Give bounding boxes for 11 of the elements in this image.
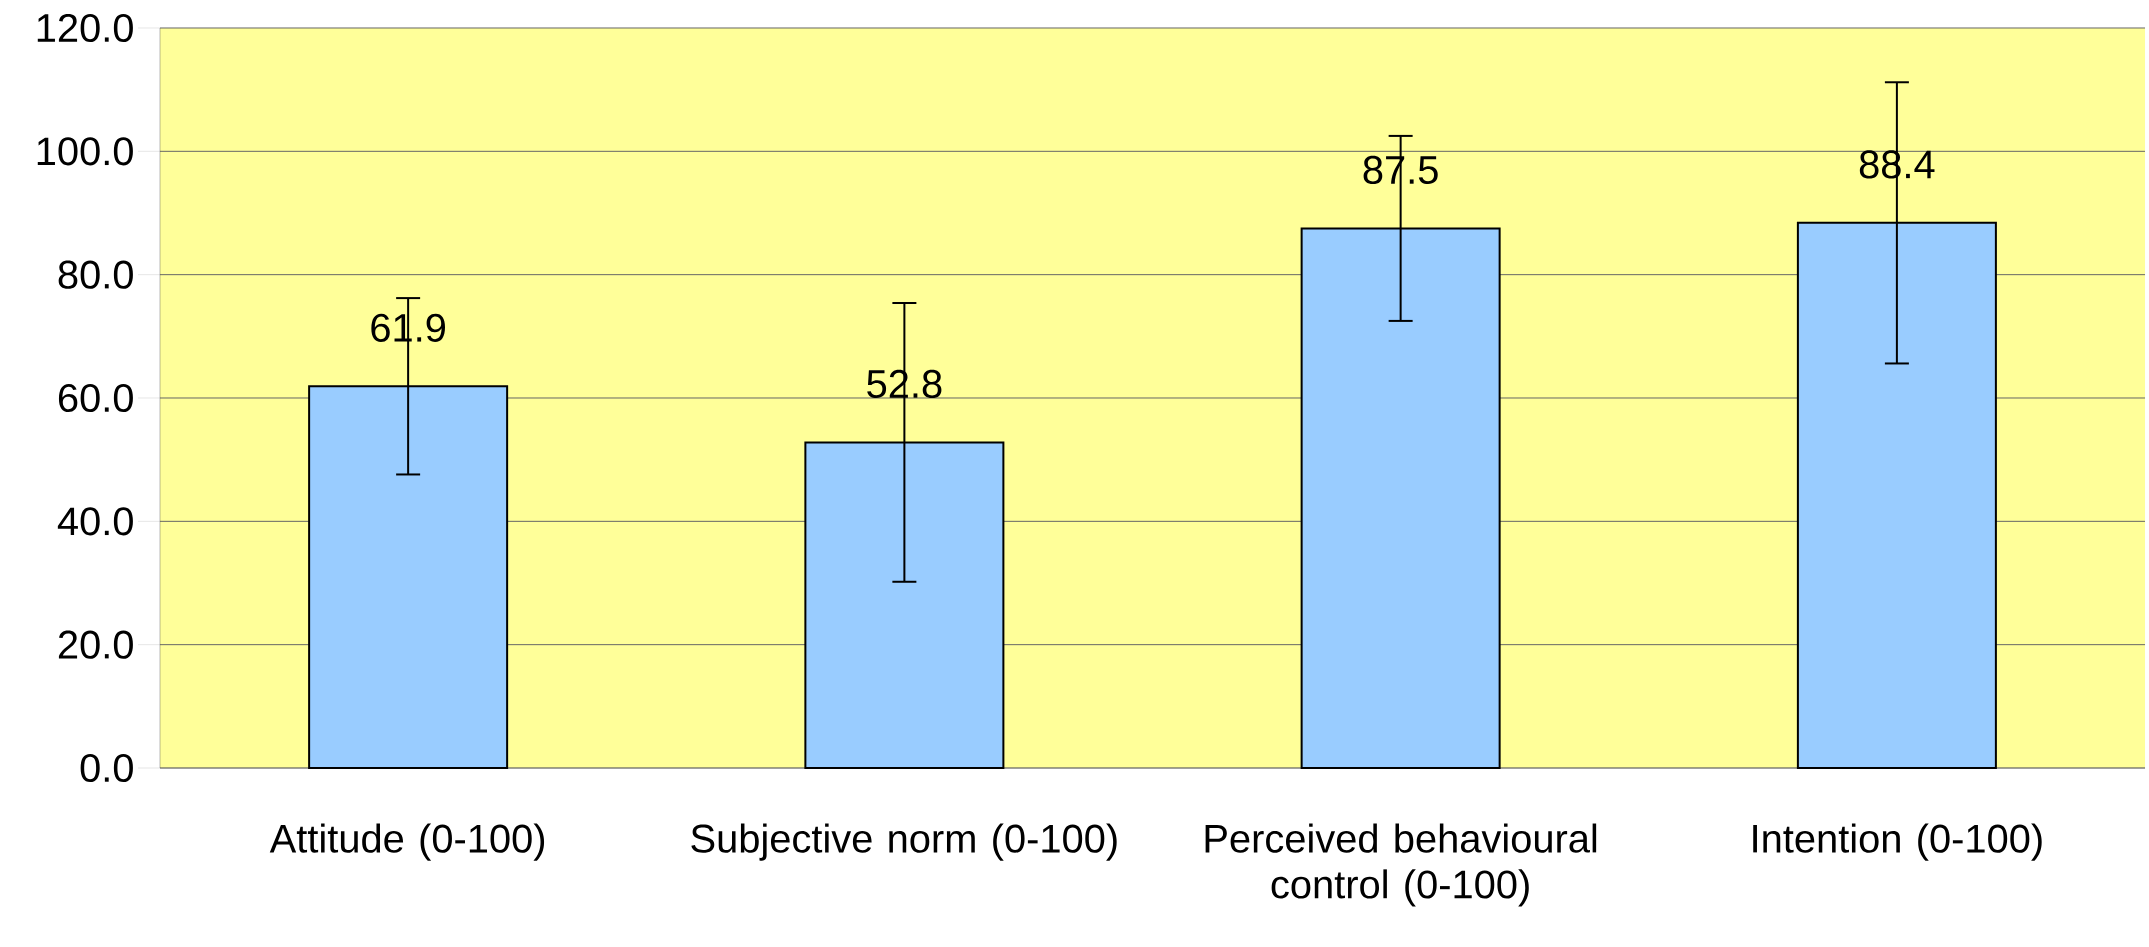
y-tick-label: 100.0: [37, 137, 133, 166]
y-tick-label: 120.0: [37, 13, 133, 43]
x-tick-label: Perceived behavioural control (0-100): [1205, 823, 1597, 907]
x-tick-label: Intention (0-100): [1753, 823, 2042, 861]
y-tick-label: 20.0: [58, 630, 133, 659]
x-tick-label: Attitude (0-100): [269, 823, 545, 861]
y-tick-label: 0.0: [80, 753, 133, 783]
x-tick-label: Subjective norm (0-100): [691, 823, 1117, 861]
y-tick-label: 60.0: [58, 383, 133, 413]
y-tick-label: 80.0: [58, 260, 133, 289]
y-tick-label: 40.0: [57, 507, 133, 536]
